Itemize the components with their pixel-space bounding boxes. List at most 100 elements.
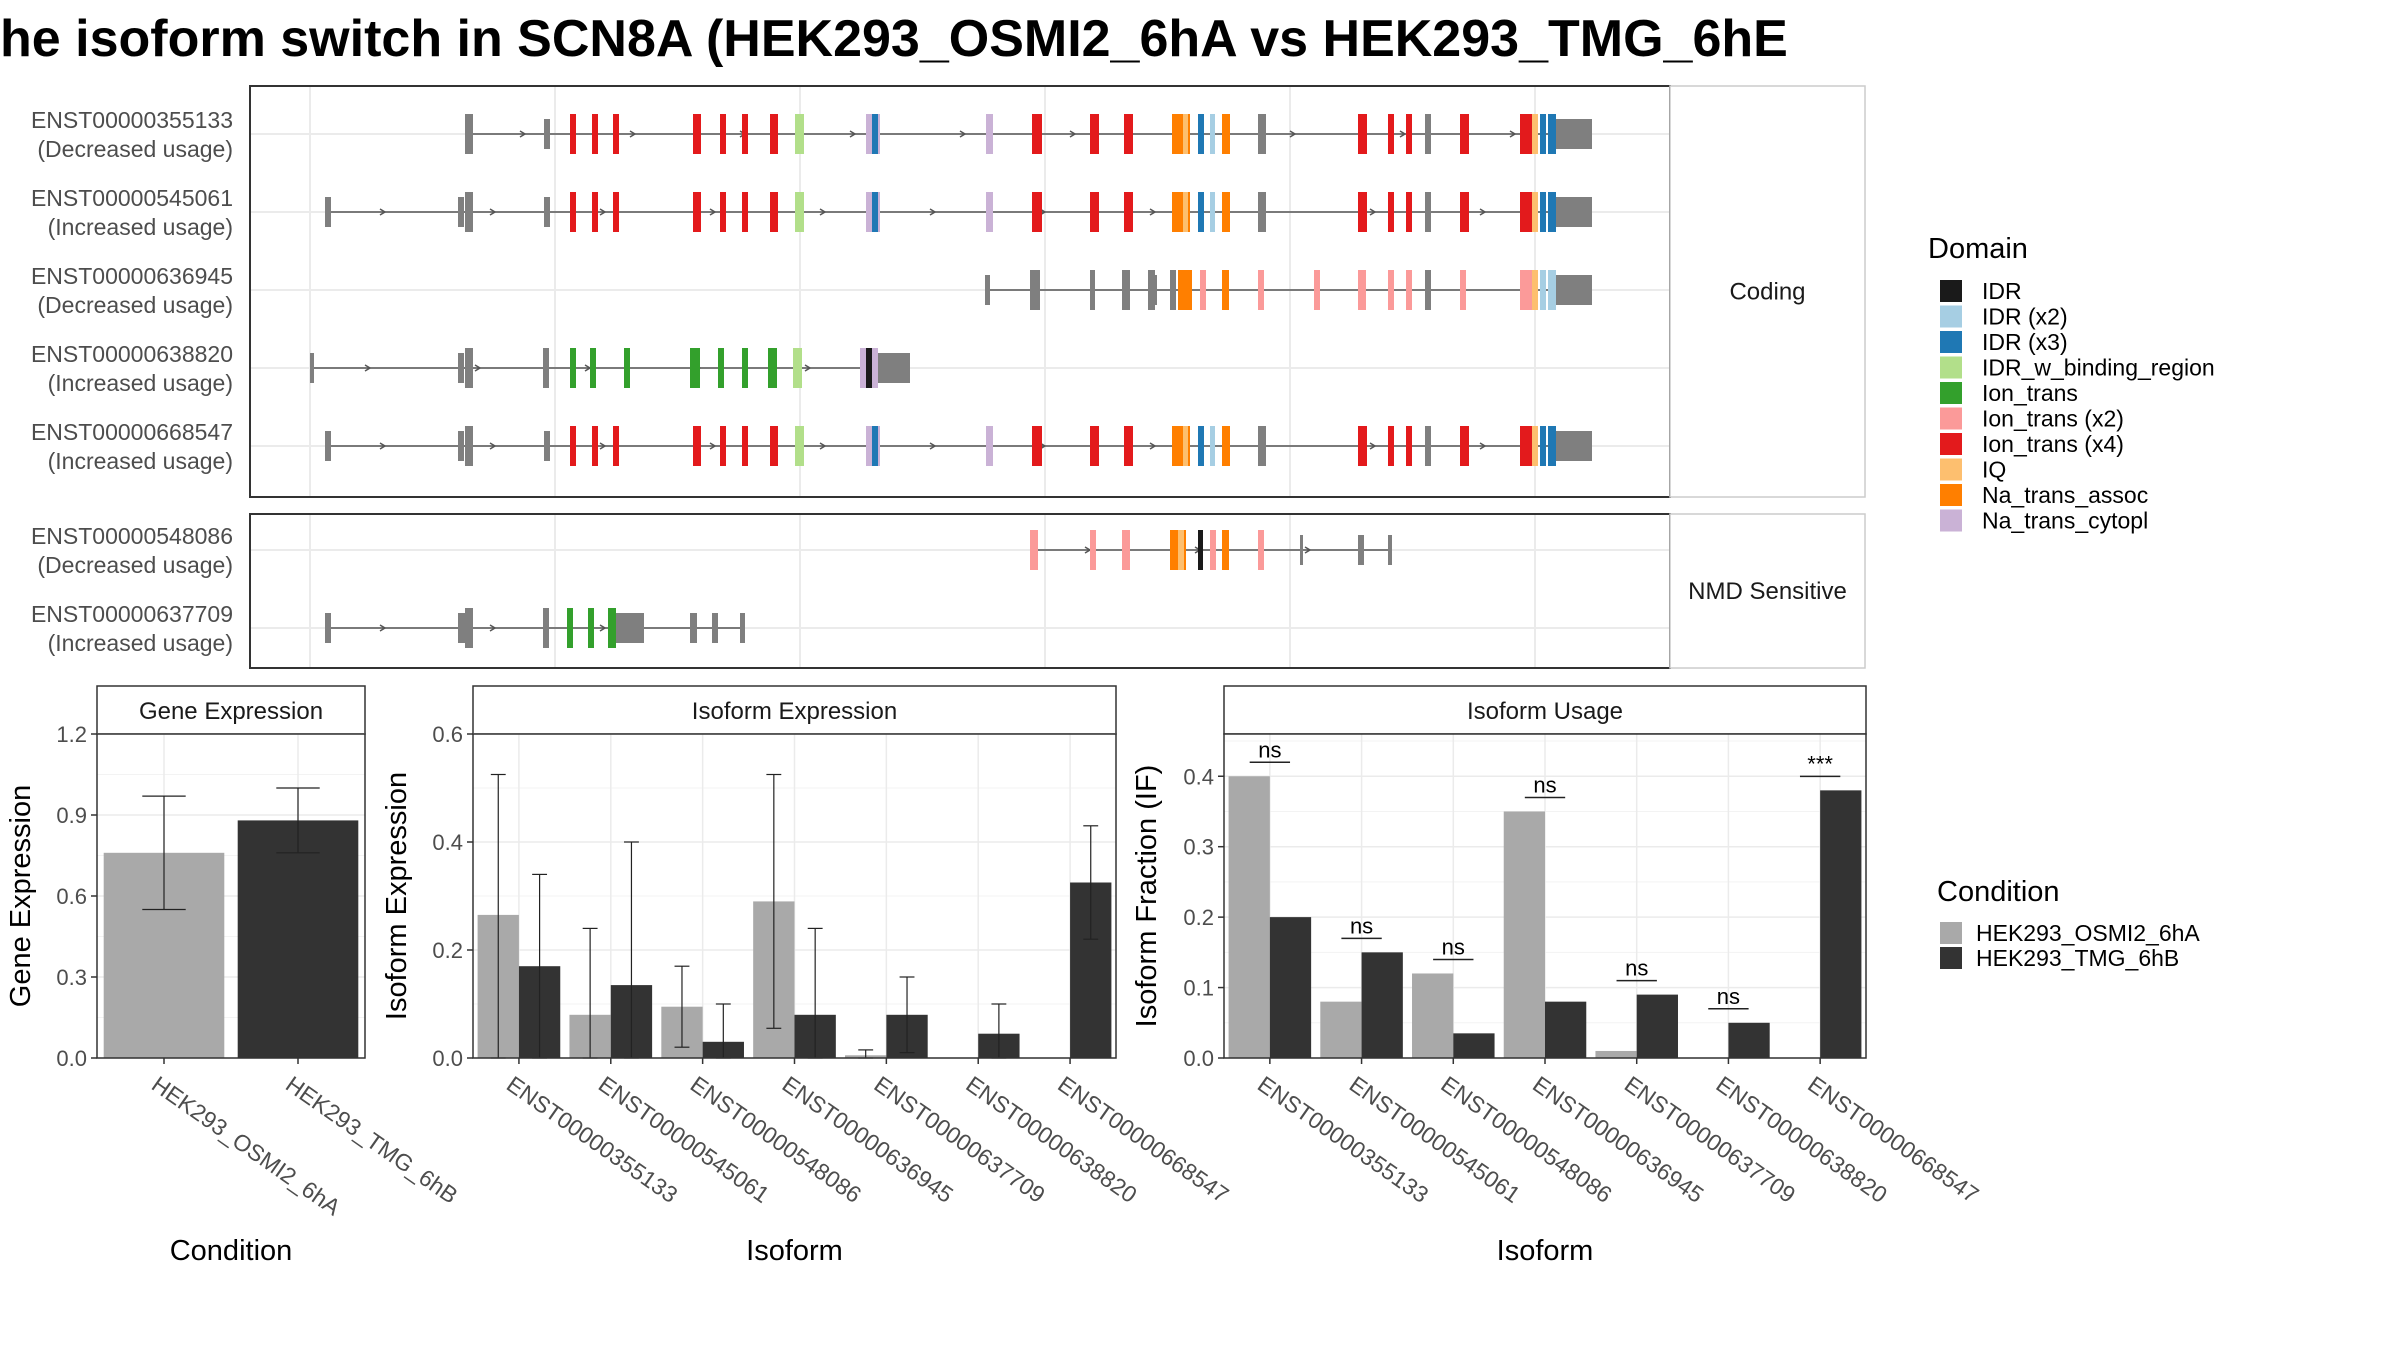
exon — [1090, 270, 1095, 310]
exon — [1388, 114, 1394, 154]
exon — [1520, 426, 1534, 466]
intron-direction-arrow — [1369, 442, 1377, 450]
exon — [1258, 114, 1266, 154]
exon — [872, 192, 878, 232]
intron-direction-arrow — [599, 208, 607, 216]
bar — [1453, 1033, 1495, 1058]
exon — [1030, 270, 1040, 310]
exon — [742, 192, 748, 232]
exon — [1198, 426, 1204, 466]
y-tick-label: 0.6 — [432, 722, 463, 747]
structure-panel-bg — [250, 514, 1670, 668]
domain-legend-key — [1940, 331, 1962, 353]
exon — [592, 192, 598, 232]
exon — [1222, 270, 1229, 310]
exon — [742, 114, 748, 154]
exon — [458, 197, 464, 227]
transcript-usage-label: (Decreased usage) — [37, 292, 233, 318]
exon — [1556, 197, 1592, 227]
significance-label: ns — [1625, 956, 1648, 981]
exon — [1548, 426, 1556, 466]
exon — [1122, 270, 1130, 310]
significance-label: ns — [1258, 737, 1281, 762]
exon — [544, 119, 550, 149]
exon — [1358, 535, 1364, 565]
y-tick-label: 0.6 — [56, 884, 87, 909]
bar — [1320, 1001, 1362, 1058]
exon — [1258, 530, 1264, 570]
transcript-id-label: ENST00000637709 — [31, 601, 233, 627]
exon — [1198, 192, 1204, 232]
intron-direction-arrow — [709, 208, 717, 216]
exon — [1314, 270, 1320, 310]
exon — [544, 431, 550, 461]
x-tick-label: ENST00000668547 — [1053, 1071, 1233, 1208]
condition-legend-title: Condition — [1937, 876, 2060, 908]
intron-direction-arrow — [379, 624, 387, 632]
exon — [740, 613, 745, 643]
x-tick-label: ENST00000636945 — [1528, 1071, 1708, 1208]
y-tick-label: 0.3 — [1183, 835, 1214, 860]
exon — [1520, 192, 1534, 232]
domain-legend-label: IDR (x2) — [1982, 304, 2068, 330]
domain-legend-label: IQ — [1982, 457, 2006, 483]
transcript-usage-label: (Decreased usage) — [37, 136, 233, 162]
y-tick-label: 0.4 — [432, 830, 463, 855]
panel-strip-label: Gene Expression — [139, 698, 323, 725]
coding-strip-box — [1669, 85, 1866, 498]
exon — [795, 114, 804, 154]
exon — [1388, 270, 1394, 310]
isoform-expression-panel: Isoform Expression 0.0 0.2 0.4 0.6 ENST000003… — [381, 685, 1234, 1267]
y-axis-title: Gene Expression — [5, 785, 37, 1007]
exon — [543, 348, 549, 388]
exon — [1032, 426, 1042, 466]
nmd-strip-label: NMD Sensitive — [1688, 578, 1847, 605]
significance-label: ns — [1533, 772, 1556, 797]
exon — [1210, 114, 1215, 154]
intron-direction-arrow — [804, 364, 812, 372]
exon — [1090, 426, 1099, 466]
exon — [1124, 192, 1133, 232]
structure-panel-bg — [250, 86, 1670, 497]
transcript-id-label: ENST00000355133 — [31, 107, 233, 133]
intron-direction-arrow — [629, 130, 637, 138]
domain-legend-key — [1940, 509, 1962, 532]
exon — [1090, 530, 1096, 570]
significance-label: ns — [1442, 934, 1465, 959]
exon — [693, 114, 701, 154]
panel-strip — [96, 685, 366, 735]
exon — [1178, 530, 1184, 570]
intron-direction-arrow — [489, 624, 497, 632]
transcript-id-label: ENST00000668547 — [31, 419, 233, 445]
domain-legend-label: Na_trans_assoc — [1982, 482, 2148, 508]
exon — [872, 426, 878, 466]
x-tick-label: ENST00000545061 — [594, 1071, 774, 1208]
y-tick-label: 0.0 — [1183, 1046, 1214, 1071]
exon — [986, 114, 993, 154]
exon — [1148, 270, 1155, 310]
domain-legend-label: Ion_trans (x4) — [1982, 431, 2124, 457]
y-tick-label: 0.4 — [1183, 764, 1214, 789]
x-tick-label: ENST00000355133 — [502, 1071, 682, 1208]
exon — [795, 192, 804, 232]
exon — [712, 613, 718, 643]
y-tick-label: 0.1 — [1183, 976, 1214, 1001]
x-axis-title: Isoform — [746, 1235, 843, 1267]
exon — [720, 114, 726, 154]
exon — [1198, 114, 1204, 154]
exon — [465, 608, 473, 648]
intron-direction-arrow — [474, 364, 482, 372]
exon — [613, 114, 619, 154]
x-tick-label: ENST00000637709 — [869, 1071, 1049, 1208]
intron-direction-arrow — [364, 364, 372, 372]
x-tick-label: ENST00000668547 — [1803, 1071, 1983, 1208]
y-tick-label: 1.2 — [56, 722, 87, 747]
exon — [690, 613, 697, 643]
intron-direction-arrow — [1149, 442, 1157, 450]
exon — [768, 348, 777, 388]
exon — [465, 426, 473, 466]
isoform-usage-panel: Isoform Usage 0.0 0.1 0.2 0.3 0.4 ns ns ns ns ns ns… — [1131, 685, 1984, 1267]
exon — [872, 114, 878, 154]
exon — [544, 197, 550, 227]
domain-legend-label: Na_trans_cytopl — [1982, 508, 2148, 534]
